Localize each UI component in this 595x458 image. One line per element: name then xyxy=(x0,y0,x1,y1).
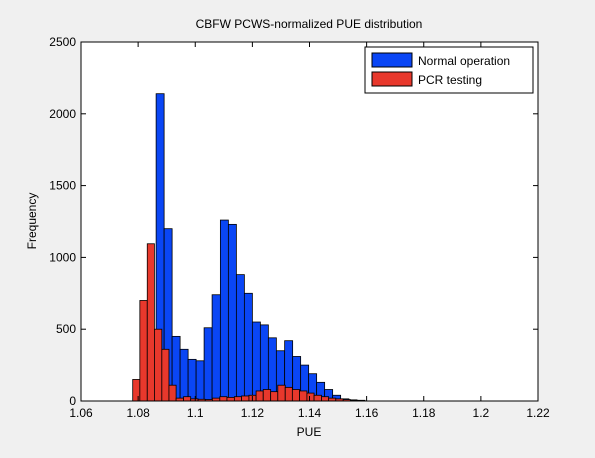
bar-pcr-testing-15 xyxy=(241,395,250,402)
bar-pcr-testing-22 xyxy=(291,389,300,402)
bar-pcr-testing-21 xyxy=(284,386,293,402)
chart-title: CBFW PCWS-normalized PUE distribution xyxy=(196,17,423,31)
bar-pcr-testing-26 xyxy=(321,396,330,402)
legend-swatch-pcr-testing xyxy=(371,71,413,87)
legend-swatch-normal-operation xyxy=(371,52,413,68)
y-tick-label: 1000 xyxy=(49,250,76,264)
x-tick-label: 1.12 xyxy=(241,406,265,420)
legend: Normal operation PCR testing xyxy=(364,46,534,94)
bar-pcr-testing-24 xyxy=(306,392,315,402)
bar-normal-operation-11 xyxy=(235,274,245,402)
bar-pcr-testing-5 xyxy=(168,384,177,402)
bar-pcr-testing-1 xyxy=(139,300,148,402)
bar-normal-operation-13 xyxy=(251,321,261,402)
bar-normal-operation-6 xyxy=(195,360,205,402)
x-tick-label: 1.06 xyxy=(69,406,93,420)
bar-pcr-testing-4 xyxy=(161,348,170,402)
bar-normal-operation-7 xyxy=(203,327,213,402)
y-axis: 0 500 1000 1500 2000 2500 xyxy=(49,35,538,408)
legend-label-pcr-testing: PCR testing xyxy=(418,73,482,87)
x-tick-label: 1.08 xyxy=(126,406,150,420)
bar-normal-operation-5 xyxy=(187,358,197,402)
x-tick-label: 1.2 xyxy=(473,406,490,420)
x-tick-label: 1.1 xyxy=(187,406,204,420)
x-tick-label: 1.18 xyxy=(412,406,436,420)
bar-pcr-testing-3 xyxy=(154,328,163,402)
x-tick-label: 1.22 xyxy=(526,406,550,420)
legend-label-normal-operation: Normal operation xyxy=(418,54,510,68)
bar-normal-operation-4 xyxy=(179,348,189,402)
bar-normal-operation-12 xyxy=(243,292,253,402)
bar-pcr-testing-13 xyxy=(226,397,235,402)
bar-pcr-testing-17 xyxy=(255,390,264,402)
bar-pcr-testing-12 xyxy=(219,396,228,402)
bar-pcr-testing-0 xyxy=(132,379,141,402)
bar-pcr-testing-18 xyxy=(262,389,272,402)
y-tick-label: 1500 xyxy=(49,179,76,193)
bar-pcr-testing-2 xyxy=(146,243,155,402)
y-axis-label: Frequency xyxy=(25,193,39,250)
bar-pcr-testing-23 xyxy=(299,390,308,402)
x-axis: 1.06 1.08 1.1 1.12 1.14 1.16 1.18 1.2 1.22 xyxy=(69,42,550,420)
bar-normal-operation-8 xyxy=(211,294,221,402)
bar-normal-operation-10 xyxy=(227,223,237,402)
bar-pcr-testing-14 xyxy=(233,396,242,402)
y-tick-label: 0 xyxy=(69,394,76,408)
bar-pcr-testing-7 xyxy=(183,396,192,402)
x-tick-label: 1.14 xyxy=(298,406,322,420)
y-tick-label: 500 xyxy=(56,322,76,336)
y-tick-label: 2500 xyxy=(49,35,76,49)
bar-pcr-testing-19 xyxy=(270,391,279,402)
x-tick-label: 1.16 xyxy=(355,406,379,420)
bar-pcr-testing-25 xyxy=(313,394,322,402)
y-tick-label: 2000 xyxy=(49,107,76,121)
bar-normal-operation-9 xyxy=(219,219,229,402)
bar-pcr-testing-20 xyxy=(277,384,286,402)
x-axis-label: PUE xyxy=(297,425,322,439)
